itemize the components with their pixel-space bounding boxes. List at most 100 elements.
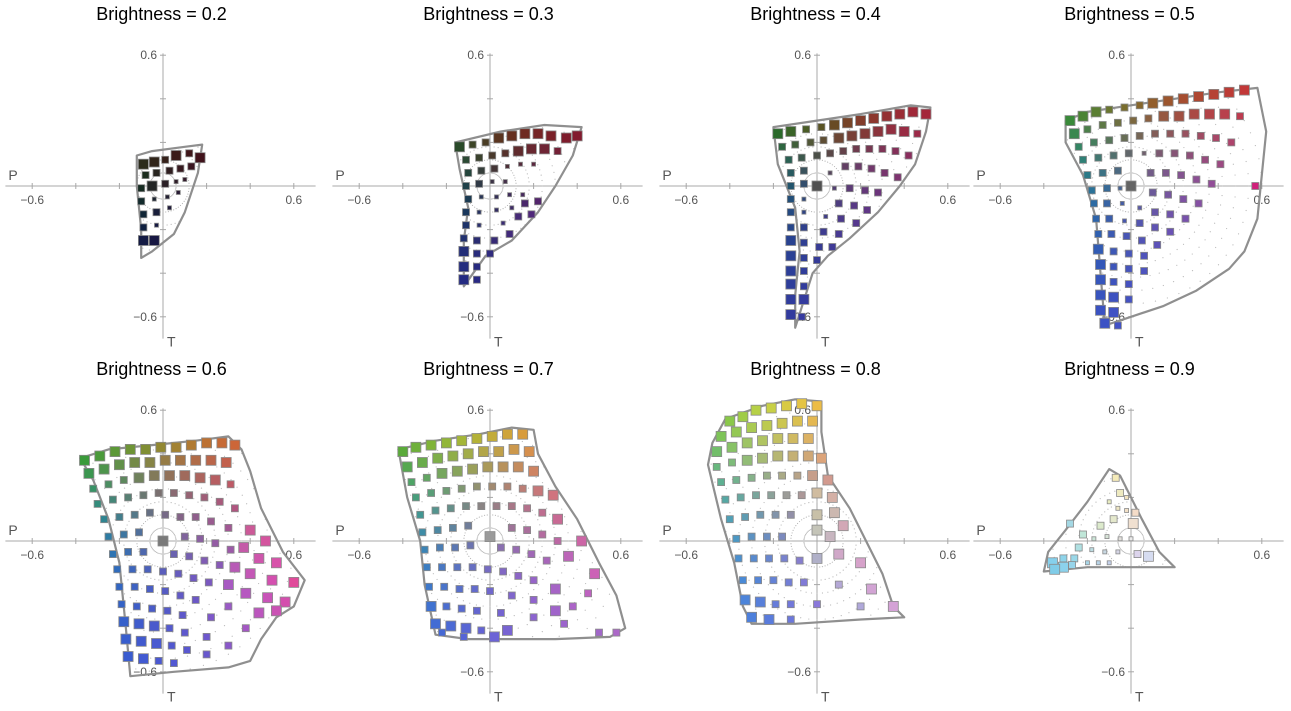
grid-dot xyxy=(790,495,792,497)
grid-dot xyxy=(541,631,543,633)
grid-dot xyxy=(1140,531,1142,533)
grid-dot xyxy=(852,524,854,526)
grid-dot xyxy=(773,444,776,447)
grid-dot xyxy=(1102,272,1104,274)
grid-dot xyxy=(149,517,151,519)
grid-dot xyxy=(825,195,827,197)
color-sample xyxy=(148,620,160,632)
grid-dot xyxy=(774,571,776,573)
grid-dot xyxy=(1242,221,1244,223)
color-sample xyxy=(253,607,265,619)
grid-dot xyxy=(483,514,486,517)
color-sample xyxy=(1105,214,1114,223)
grid-dot xyxy=(118,491,120,493)
color-sample xyxy=(811,400,823,412)
grid-dot xyxy=(206,491,208,493)
color-sample xyxy=(819,227,828,236)
grid-dot xyxy=(1154,300,1157,302)
grid-dot xyxy=(175,541,177,543)
grid-dot xyxy=(1208,177,1210,179)
grid-dot xyxy=(824,210,826,212)
panel-brightness-0-3: Brightness = 0.3 −0.6 0.6 0.6 −0.6 P T xyxy=(327,0,650,356)
grid-dot xyxy=(833,559,836,562)
color-sample xyxy=(215,561,224,569)
grid-dot xyxy=(173,546,175,549)
grid-dot xyxy=(853,528,855,530)
grid-dot xyxy=(1136,529,1139,531)
grid-dot xyxy=(783,128,785,130)
grid-dot xyxy=(1182,127,1185,129)
color-sample xyxy=(815,243,824,251)
color-sample xyxy=(204,578,213,587)
color-sample xyxy=(793,471,802,480)
grid-dot xyxy=(443,619,445,621)
grid-dot xyxy=(864,164,866,166)
color-sample xyxy=(202,650,211,659)
grid-dot xyxy=(149,537,151,539)
color-sample xyxy=(148,156,160,168)
color-sample xyxy=(754,576,762,585)
grid-dot xyxy=(1130,237,1132,239)
color-sample xyxy=(799,166,808,175)
grid-dot xyxy=(501,535,503,537)
grid-dot xyxy=(177,561,179,563)
grid-dot xyxy=(193,582,195,584)
grid-dot xyxy=(744,508,746,510)
grid-dot xyxy=(1163,128,1165,130)
grid-dot xyxy=(141,588,143,590)
grid-dot xyxy=(143,629,145,632)
grid-dot xyxy=(166,552,168,555)
grid-dot xyxy=(800,504,802,506)
grid-dot xyxy=(513,615,515,617)
grid-dot xyxy=(212,556,214,558)
grid-dot xyxy=(467,438,469,440)
grid-dot xyxy=(792,529,794,531)
color-sample xyxy=(262,592,274,604)
color-sample xyxy=(174,569,183,578)
grid-dot xyxy=(466,553,468,555)
color-sample xyxy=(164,470,175,481)
grid-dot xyxy=(1151,233,1153,235)
color-sample xyxy=(1122,232,1131,241)
grid-dot xyxy=(832,221,834,223)
grid-dot xyxy=(841,193,843,195)
grid-dot xyxy=(567,532,569,534)
grid-dot xyxy=(795,525,797,527)
color-sample xyxy=(560,132,572,144)
color-sample xyxy=(834,230,843,238)
color-sample xyxy=(1131,508,1140,517)
grid-dot xyxy=(197,501,199,503)
color-sample xyxy=(868,113,880,124)
grid-dot xyxy=(236,486,238,488)
grid-dot xyxy=(159,553,161,555)
color-sample xyxy=(780,554,789,563)
grid-dot xyxy=(1156,140,1158,142)
grid-dot xyxy=(515,156,517,158)
grid-dot xyxy=(520,582,522,584)
color-sample xyxy=(1151,208,1159,217)
color-sample xyxy=(176,164,185,173)
grid-dot xyxy=(1065,547,1067,549)
grid-dot xyxy=(804,535,806,537)
grid-dot xyxy=(833,520,836,523)
grid-dot xyxy=(806,194,808,196)
grid-dot xyxy=(156,592,159,594)
grid-dot xyxy=(471,559,474,562)
grid-dot xyxy=(858,571,860,573)
grid-dot xyxy=(1092,532,1094,534)
grid-dot xyxy=(1096,165,1098,167)
grid-dot xyxy=(515,188,517,190)
grid-dot xyxy=(207,566,209,568)
grid-dot xyxy=(535,461,537,463)
grid-dot xyxy=(829,208,831,210)
color-sample xyxy=(1181,214,1190,223)
grid-dot xyxy=(800,149,802,151)
grid-dot xyxy=(1221,194,1223,197)
color-sample xyxy=(1144,114,1153,123)
grid-dot xyxy=(172,177,175,179)
grid-dot xyxy=(813,172,815,174)
color-sample xyxy=(765,402,777,414)
color-sample xyxy=(532,128,544,140)
grid-dot xyxy=(813,566,815,568)
